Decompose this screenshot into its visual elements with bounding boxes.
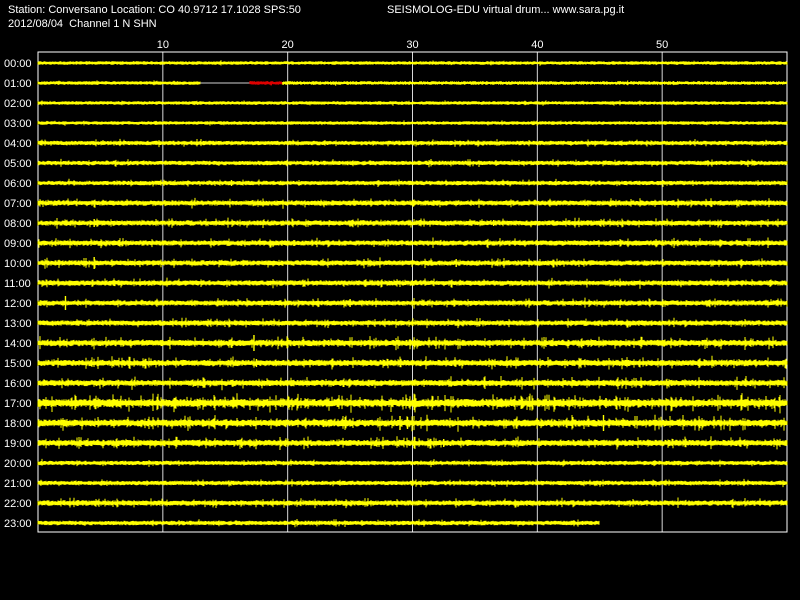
row-label-0300: 03:00 xyxy=(4,118,32,130)
trace-row-2300-seg-0 xyxy=(37,519,600,528)
trace-row-1500-seg-0 xyxy=(37,355,788,370)
row-label-2300: 23:00 xyxy=(4,518,32,530)
trace-row-0300-seg-0 xyxy=(37,120,788,126)
row-label-1800: 18:00 xyxy=(4,418,32,430)
trace-row-0500-seg-0 xyxy=(37,158,788,168)
trace-row-1100-seg-0 xyxy=(37,277,788,289)
grid-layer xyxy=(37,51,788,533)
trace-row-2000-seg-0 xyxy=(37,458,788,468)
trace-row-1600-seg-0 xyxy=(37,376,788,391)
x-tick-label: 10 xyxy=(157,39,169,51)
row-label-1600: 16:00 xyxy=(4,378,32,390)
trace-row-0900-seg-0 xyxy=(37,237,788,249)
x-tick-label: 40 xyxy=(531,39,543,51)
trace-row-1800-seg-0 xyxy=(37,414,788,432)
row-label-0200: 02:00 xyxy=(4,98,32,110)
x-tick-label: 50 xyxy=(656,39,668,51)
row-label-2200: 22:00 xyxy=(4,498,32,510)
row-label-1100: 11:00 xyxy=(4,278,31,290)
trace-row-0100-seg-0 xyxy=(37,80,201,86)
row-label-0900: 09:00 xyxy=(4,238,32,250)
trace-row-0600-seg-0 xyxy=(37,178,788,187)
trace-row-1400-seg-0 xyxy=(37,336,788,351)
row-label-0000: 00:00 xyxy=(4,58,32,70)
trace-row-1700-seg-0 xyxy=(37,393,788,414)
labels-layer: 10 20 30 40 50 00:00 01:00 02:00 03:00 04:00 05:00… xyxy=(4,39,668,530)
traces-layer xyxy=(37,60,788,528)
date-channel-info: 2012/08/04 Channel 1 N SHN xyxy=(8,18,157,30)
row-label-0600: 06:00 xyxy=(4,178,32,190)
trace-row-2100-seg-0 xyxy=(37,478,788,488)
row-label-0700: 07:00 xyxy=(4,198,32,210)
row-label-1700: 17:00 xyxy=(4,398,32,410)
row-label-1300: 13:00 xyxy=(4,318,32,330)
trace-row-0800-seg-0 xyxy=(37,217,788,229)
row-label-0800: 08:00 xyxy=(4,218,32,230)
trace-row-0700-seg-0 xyxy=(37,197,788,209)
trace-row-2200-seg-0 xyxy=(37,497,788,509)
x-tick-label: 20 xyxy=(282,39,294,51)
trace-row-1300-seg-0 xyxy=(37,317,788,329)
row-label-2000: 20:00 xyxy=(4,458,32,470)
trace-row-0200-seg-0 xyxy=(37,100,788,106)
trace-row-0400-seg-0 xyxy=(37,138,788,148)
row-label-1400: 14:00 xyxy=(4,338,32,350)
trace-row-1000-seg-0 xyxy=(37,257,788,269)
row-label-1900: 19:00 xyxy=(4,438,32,450)
row-label-0500: 05:00 xyxy=(4,158,32,170)
row-label-2100: 21:00 xyxy=(4,478,32,490)
row-label-1500: 15:00 xyxy=(4,358,32,370)
trace-row-0100-seg-3 xyxy=(282,80,788,86)
row-label-0400: 04:00 xyxy=(4,138,32,150)
station-info: Station: Conversano Location: CO 40.9712… xyxy=(8,4,301,16)
trace-row-1200-seg-0 xyxy=(37,297,788,309)
row-label-1200: 12:00 xyxy=(4,298,32,310)
trace-row-0100-seg-2 xyxy=(249,81,283,86)
row-label-1000: 10:00 xyxy=(4,258,32,270)
trace-row-0000-seg-0 xyxy=(37,60,788,66)
trace-row-1900-seg-0 xyxy=(37,436,788,450)
row-label-0100: 01:00 xyxy=(4,78,32,90)
x-tick-label: 30 xyxy=(406,39,418,51)
software-info: SEISMOLOG-EDU virtual drum... www.sara.p… xyxy=(387,4,625,16)
